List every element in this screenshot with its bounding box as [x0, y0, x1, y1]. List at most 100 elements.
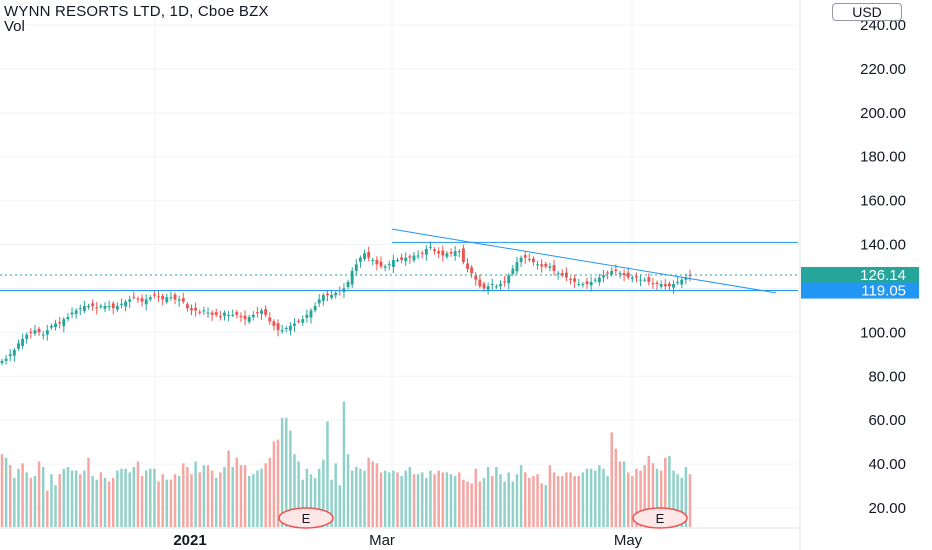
descending-trendline[interactable]: [391, 228, 777, 294]
candle-body: [647, 277, 651, 282]
volume-bar: [544, 485, 548, 527]
volume-bar: [400, 476, 403, 527]
candle-body: [457, 251, 461, 253]
candle-body: [58, 322, 62, 324]
volume-bar: [21, 463, 24, 527]
volume-bar: [388, 472, 391, 527]
volume-bar: [420, 472, 424, 527]
candle-body: [82, 306, 86, 311]
candle-body: [499, 284, 502, 287]
price-axis-label: 180.00: [860, 149, 906, 166]
volume-bar: [503, 481, 506, 527]
volume-bar: [355, 466, 358, 527]
candle-body: [346, 281, 350, 288]
volume-bar: [342, 401, 346, 527]
earnings-marker[interactable]: [632, 507, 688, 529]
volume-bar: [659, 470, 663, 527]
volume-bar: [680, 477, 683, 527]
candle-body: [470, 267, 474, 274]
volume-bar: [491, 476, 494, 527]
candle-body: [597, 277, 601, 283]
candle-body: [297, 320, 301, 322]
candle-body: [313, 306, 317, 311]
volume-bar: [598, 465, 601, 527]
price-axis-label: 40.00: [868, 456, 906, 473]
volume-bar: [272, 441, 276, 527]
price-axis-label: 20.00: [868, 500, 906, 517]
volume-bar: [214, 477, 218, 527]
candle-body: [120, 303, 123, 305]
candle-body: [573, 278, 577, 282]
price-axis-label: 240.00: [860, 17, 906, 34]
level-price-badge-bg: [801, 282, 919, 299]
candle-body: [78, 308, 82, 310]
volume-bar: [9, 465, 12, 527]
volume-bar: [346, 454, 350, 527]
candle-body: [309, 310, 313, 318]
candle-body: [474, 275, 478, 280]
candle-body: [115, 306, 119, 310]
volume-bar: [66, 466, 70, 527]
candle-body: [618, 273, 622, 275]
candle-body: [441, 250, 445, 256]
candle-body: [54, 323, 57, 328]
volume-bar: [165, 479, 169, 527]
volume-bar: [606, 476, 609, 527]
candle-body: [680, 279, 684, 285]
volume-bar: [285, 417, 288, 527]
candle-body: [387, 264, 391, 266]
candle-body: [614, 269, 618, 271]
candle-body: [527, 259, 531, 261]
volume-bar: [99, 472, 103, 527]
candle-body: [536, 264, 540, 266]
volume-bar: [618, 461, 622, 527]
candle-body: [239, 316, 243, 318]
volume-bar: [54, 485, 57, 527]
candle-body: [140, 298, 144, 302]
volume-bar: [235, 457, 239, 527]
candle-body: [684, 277, 688, 280]
chart-title: WYNN RESORTS LTD, 1D, Cboe BZX: [4, 3, 269, 20]
candle-body: [672, 284, 675, 288]
volume-bar: [223, 466, 226, 527]
candle-body: [8, 354, 12, 357]
candle-body: [264, 309, 268, 315]
volume-bar: [87, 457, 90, 527]
candle-body: [383, 266, 387, 268]
candle-body: [66, 316, 70, 320]
last-price-badge-bg: [801, 266, 919, 283]
candle-body: [33, 330, 37, 334]
volume-bar: [132, 466, 136, 527]
volume-bar: [79, 474, 82, 527]
candle-body: [128, 299, 132, 302]
volume-bar: [91, 476, 94, 527]
candle-body: [231, 314, 235, 316]
candle-body: [198, 311, 202, 313]
candle-body: [556, 273, 560, 275]
candle-body: [433, 249, 437, 252]
volume-bar: [301, 479, 304, 527]
volume-bar: [95, 479, 98, 527]
candle-body: [280, 330, 284, 332]
candle-body: [107, 306, 111, 308]
volume-bar: [441, 472, 445, 527]
volume-bar: [169, 479, 173, 527]
volume-bar: [363, 470, 366, 527]
volume-bar: [264, 463, 267, 527]
volume-bar: [458, 472, 461, 527]
volume-bar: [58, 474, 61, 527]
candle-body: [602, 275, 605, 278]
volume-bar: [243, 465, 247, 527]
volume-bar: [202, 465, 206, 527]
currency-selector[interactable]: USD: [832, 3, 902, 21]
volume-bar: [453, 476, 457, 527]
earnings-marker[interactable]: [278, 507, 334, 529]
volume-bar: [173, 474, 177, 527]
candle-body: [358, 257, 362, 262]
candle-body: [507, 275, 511, 284]
volume-bar: [350, 470, 354, 527]
candle-body: [391, 259, 395, 267]
volume-indicator-label[interactable]: Vol: [4, 18, 25, 35]
volume-bar: [239, 465, 243, 527]
